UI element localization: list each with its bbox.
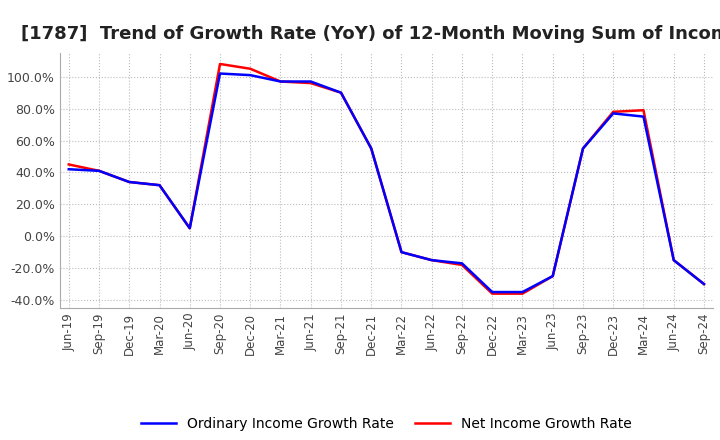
Ordinary Income Growth Rate xyxy=(307,79,315,84)
Net Income Growth Rate xyxy=(64,162,73,167)
Ordinary Income Growth Rate xyxy=(95,168,104,173)
Net Income Growth Rate xyxy=(458,262,467,268)
Ordinary Income Growth Rate xyxy=(579,146,588,151)
Net Income Growth Rate xyxy=(156,183,164,188)
Ordinary Income Growth Rate xyxy=(64,167,73,172)
Ordinary Income Growth Rate xyxy=(518,290,527,295)
Net Income Growth Rate xyxy=(518,291,527,296)
Net Income Growth Rate xyxy=(670,257,678,263)
Net Income Growth Rate xyxy=(307,81,315,86)
Line: Ordinary Income Growth Rate: Ordinary Income Growth Rate xyxy=(68,73,704,292)
Net Income Growth Rate xyxy=(609,109,618,114)
Ordinary Income Growth Rate xyxy=(367,146,376,151)
Ordinary Income Growth Rate xyxy=(397,249,406,255)
Net Income Growth Rate xyxy=(276,79,285,84)
Ordinary Income Growth Rate xyxy=(186,226,194,231)
Ordinary Income Growth Rate xyxy=(488,290,497,295)
Ordinary Income Growth Rate xyxy=(246,73,255,78)
Ordinary Income Growth Rate xyxy=(549,273,557,279)
Net Income Growth Rate xyxy=(125,180,134,185)
Net Income Growth Rate xyxy=(367,146,376,151)
Ordinary Income Growth Rate xyxy=(216,71,225,76)
Ordinary Income Growth Rate xyxy=(670,257,678,263)
Title: [1787]  Trend of Growth Rate (YoY) of 12-Month Moving Sum of Incomes: [1787] Trend of Growth Rate (YoY) of 12-… xyxy=(21,25,720,43)
Net Income Growth Rate xyxy=(246,66,255,71)
Ordinary Income Growth Rate xyxy=(337,90,346,95)
Ordinary Income Growth Rate xyxy=(125,180,134,185)
Net Income Growth Rate xyxy=(579,146,588,151)
Net Income Growth Rate xyxy=(337,90,346,95)
Net Income Growth Rate xyxy=(216,61,225,66)
Ordinary Income Growth Rate xyxy=(458,260,467,266)
Net Income Growth Rate xyxy=(428,257,436,263)
Net Income Growth Rate xyxy=(397,249,406,255)
Line: Net Income Growth Rate: Net Income Growth Rate xyxy=(68,64,704,293)
Net Income Growth Rate xyxy=(700,282,708,287)
Ordinary Income Growth Rate xyxy=(609,111,618,116)
Net Income Growth Rate xyxy=(488,291,497,296)
Ordinary Income Growth Rate xyxy=(639,114,648,119)
Net Income Growth Rate xyxy=(639,107,648,113)
Net Income Growth Rate xyxy=(549,273,557,279)
Ordinary Income Growth Rate xyxy=(700,282,708,287)
Ordinary Income Growth Rate xyxy=(156,183,164,188)
Net Income Growth Rate xyxy=(95,168,104,173)
Net Income Growth Rate xyxy=(186,226,194,231)
Ordinary Income Growth Rate xyxy=(428,257,436,263)
Ordinary Income Growth Rate xyxy=(276,79,285,84)
Legend: Ordinary Income Growth Rate, Net Income Growth Rate: Ordinary Income Growth Rate, Net Income … xyxy=(136,412,637,437)
